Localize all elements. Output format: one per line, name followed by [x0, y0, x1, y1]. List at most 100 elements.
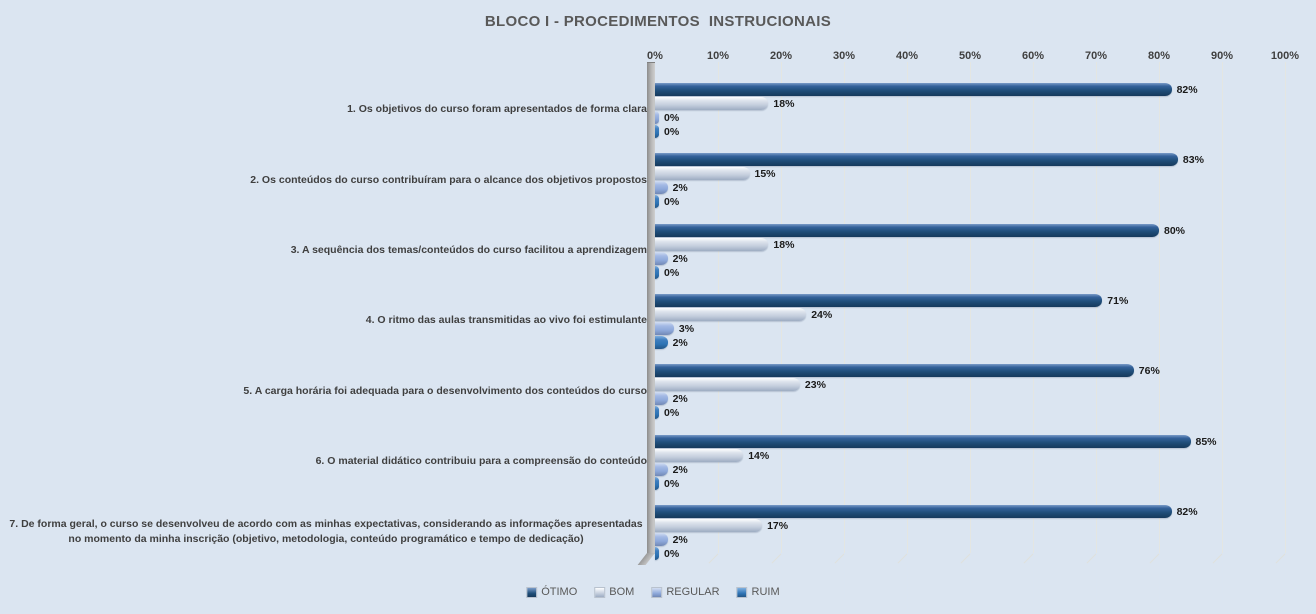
- x-axis-tick-label: 0%: [647, 50, 663, 62]
- legend-item-ótimo: ÓTIMO: [526, 586, 577, 598]
- category-label-text: 6. O material didático contribuiu para a…: [315, 454, 647, 467]
- legend-item-regular: REGULAR: [651, 586, 720, 598]
- bar-regular: [655, 392, 668, 406]
- value-label: 0%: [664, 112, 680, 124]
- legend-label: REGULAR: [666, 586, 720, 598]
- y-axis-wall: [647, 62, 655, 554]
- value-label: 14%: [748, 449, 770, 462]
- category-label: 1. Os objetivos do curso foram apresenta…: [4, 77, 647, 143]
- gridline: [1096, 62, 1097, 553]
- legend-label: ÓTIMO: [541, 586, 578, 598]
- value-label: 0%: [664, 126, 680, 138]
- chart-title: BLOCO I - PROCEDIMENTOS INSTRUCIONAIS: [484, 13, 832, 30]
- value-label: 80%: [1164, 224, 1186, 237]
- category-label: 7. De forma geral, o curso se desenvolve…: [4, 499, 647, 565]
- legend-item-bom: BOM: [594, 586, 634, 598]
- bar-bom: [655, 518, 763, 532]
- bar-regular: [655, 532, 668, 546]
- bar-ruim: [655, 546, 659, 560]
- gridline-foot: [771, 553, 782, 564]
- legend-marker-icon: [651, 586, 663, 598]
- value-label: 85%: [1195, 435, 1217, 448]
- gridline: [1222, 62, 1223, 553]
- bar-regular: [655, 111, 659, 124]
- gridline-foot: [1086, 553, 1097, 564]
- category-label-text: 1. Os objetivos do curso foram apresenta…: [347, 103, 647, 116]
- gridline-foot: [834, 553, 845, 564]
- value-label: 0%: [664, 407, 680, 420]
- x-axis-tick-label: 90%: [1210, 50, 1234, 62]
- category-label: 4. O ritmo das aulas transmitidas ao viv…: [4, 288, 647, 354]
- value-label: 2%: [672, 393, 688, 406]
- legend-marker-icon: [736, 586, 748, 598]
- bar-regular: [655, 181, 668, 195]
- gridline-foot: [960, 553, 971, 564]
- category-label: 3. A sequência dos temas/conteúdos do cu…: [4, 218, 647, 284]
- category-label: 5. A carga horária foi adequada para o d…: [4, 358, 647, 424]
- value-label: 83%: [1182, 154, 1204, 167]
- bar-bom: [655, 167, 750, 181]
- value-label: 0%: [664, 547, 680, 560]
- value-label: 17%: [767, 519, 789, 532]
- gridline: [970, 62, 971, 553]
- value-label: 2%: [672, 463, 688, 476]
- value-label: 2%: [672, 182, 688, 195]
- bar-ruim: [655, 125, 659, 138]
- value-label: 3%: [678, 322, 695, 335]
- value-label: 23%: [804, 379, 826, 392]
- bar-regular: [655, 321, 674, 335]
- gridline: [1159, 62, 1160, 553]
- x-axis-tick-label: 10%: [706, 50, 730, 62]
- x-axis-tick-label: 40%: [895, 50, 919, 62]
- value-label: 0%: [664, 266, 680, 279]
- bar-regular: [655, 251, 668, 265]
- gridline: [1033, 62, 1034, 553]
- bar-ruim: [655, 335, 668, 349]
- legend-marker-icon: [526, 586, 538, 598]
- value-label: 71%: [1107, 294, 1129, 307]
- bar-bom: [655, 378, 800, 392]
- x-axis-tick-label: 80%: [1147, 50, 1171, 62]
- gridline: [1285, 62, 1286, 553]
- category-label-text: 7. De forma geral, o curso se desenvolve…: [9, 517, 643, 545]
- gridline: [718, 62, 719, 553]
- gridline-foot: [1149, 553, 1160, 564]
- value-label: 24%: [811, 308, 833, 321]
- legend-marker-icon: [594, 586, 606, 598]
- bar-ruim: [655, 476, 659, 490]
- gridline-foot: [897, 553, 908, 564]
- value-label: 0%: [664, 477, 680, 490]
- legend: ÓTIMO BOM REGULAR RUIM: [526, 586, 780, 598]
- bar-ruim: [655, 195, 659, 209]
- gridline: [844, 62, 845, 553]
- category-label-text: 2. Os conteúdos do curso contribuíram pa…: [250, 173, 647, 186]
- bar-ótimo: [655, 153, 1178, 167]
- category-label-text: 3. A sequência dos temas/conteúdos do cu…: [290, 243, 647, 256]
- value-label: 82%: [1176, 505, 1198, 518]
- legend-label: BOM: [609, 586, 635, 598]
- category-label-text: 5. A carga horária foi adequada para o d…: [243, 384, 647, 397]
- value-label: 76%: [1138, 365, 1160, 378]
- category-label-text: 4. O ritmo das aulas transmitidas ao viv…: [365, 314, 647, 327]
- x-axis-tick-label: 70%: [1084, 50, 1108, 62]
- bar-ruim: [655, 406, 659, 420]
- value-label: 2%: [672, 252, 688, 265]
- category-label: 6. O material didático contribuiu para a…: [4, 429, 647, 495]
- value-label: 82%: [1176, 84, 1198, 96]
- bar-bom: [655, 97, 769, 110]
- value-label: 18%: [773, 238, 795, 251]
- bar-regular: [655, 462, 668, 476]
- gridline-foot: [1212, 553, 1223, 564]
- bar-ruim: [655, 265, 659, 279]
- x-axis-tick-label: 30%: [832, 50, 856, 62]
- bar-bom: [655, 448, 744, 462]
- value-label: 2%: [672, 336, 688, 349]
- bar-ótimo: [655, 434, 1191, 448]
- gridline-foot: [1023, 553, 1034, 564]
- gridline-foot: [1275, 553, 1286, 564]
- category-label: 2. Os conteúdos do curso contribuíram pa…: [4, 147, 647, 213]
- bar-bom: [655, 307, 807, 321]
- legend-item-ruim: RUIM: [736, 586, 780, 598]
- bar-bom: [655, 237, 769, 251]
